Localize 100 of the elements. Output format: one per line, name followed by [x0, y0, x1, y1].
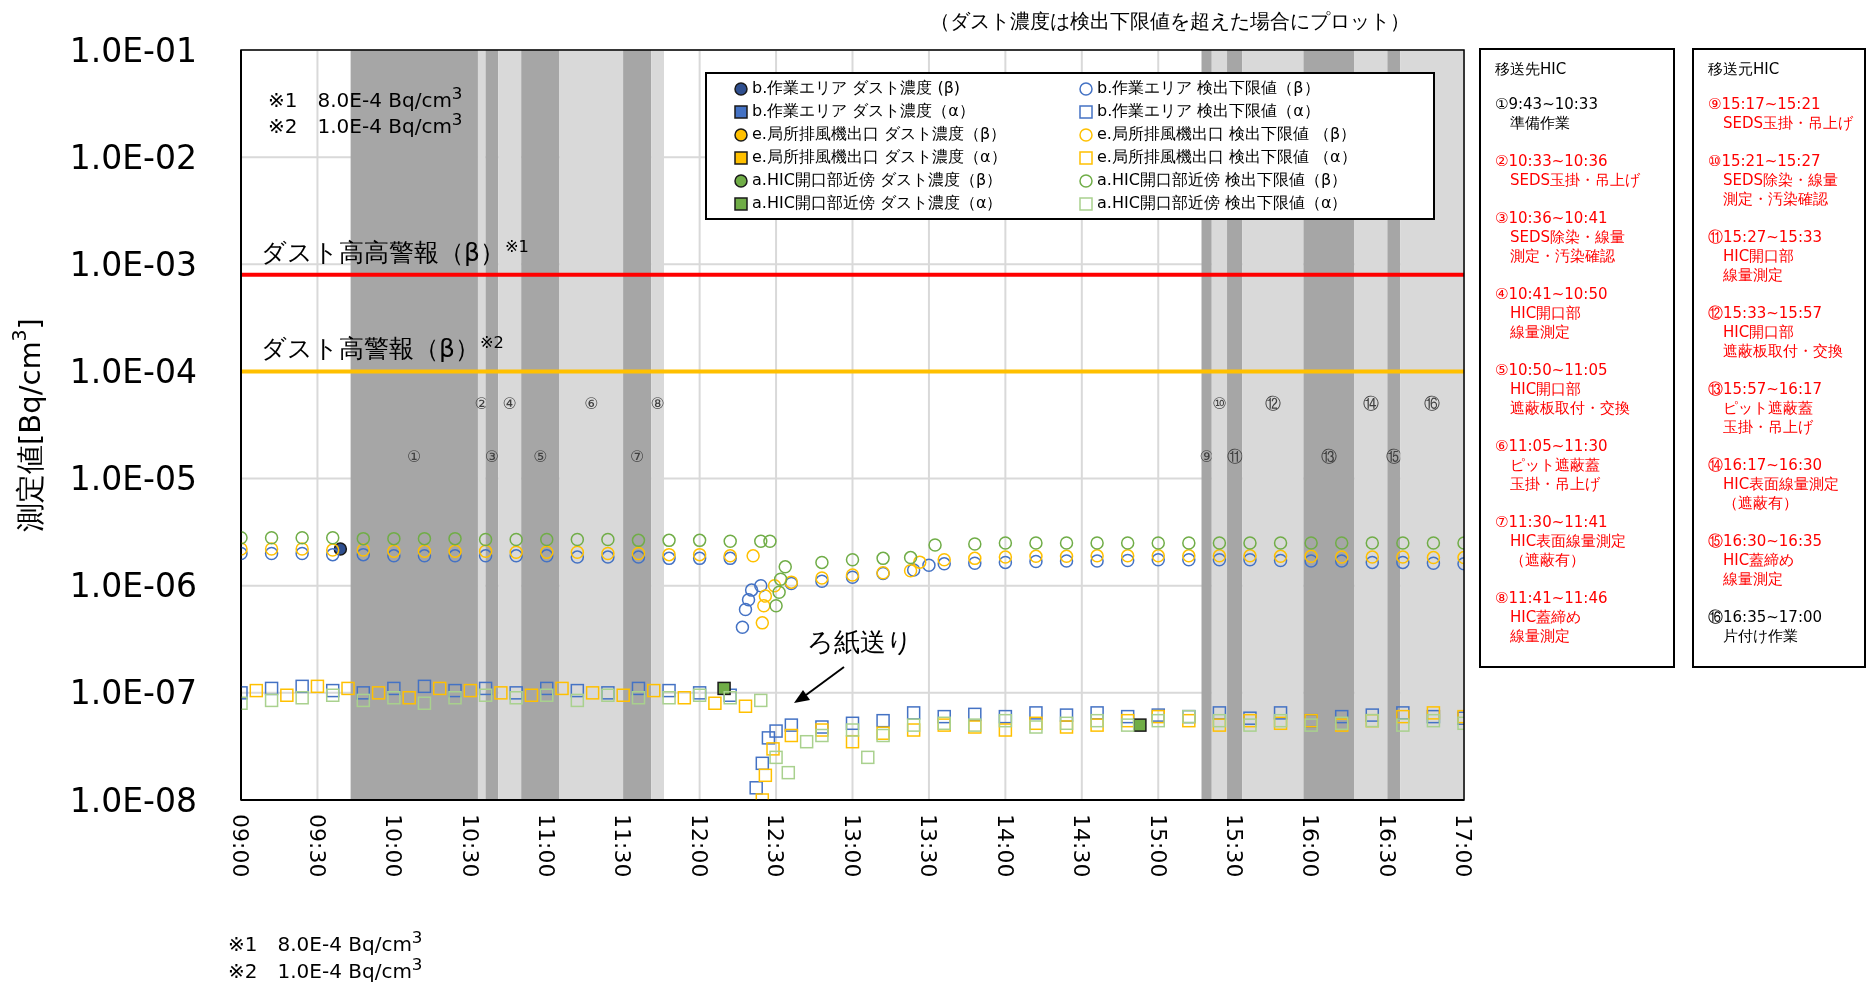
- text: 線量測定: [1509, 323, 1571, 342]
- x-tick-label: 16:00: [1298, 814, 1324, 878]
- y-tick-label: 1.0E-08: [69, 780, 197, 820]
- x-tick-label: 09:30: [304, 814, 330, 878]
- ref-line-label: ダスト高高警報（β）$^{※1}$: [261, 236, 529, 267]
- band-label: ⑫: [1264, 394, 1281, 414]
- band-label: ⑥: [584, 394, 599, 414]
- text: 線量測定: [1509, 627, 1571, 646]
- text: （遮蔽有）: [1509, 551, 1586, 570]
- text: SEDS玉掛・吊上げ: [1509, 171, 1642, 190]
- text: 線量測定: [1722, 266, 1784, 285]
- band-label: ⑦: [630, 447, 645, 466]
- text: 線量測定: [1722, 570, 1784, 589]
- band-label: ⑩: [1212, 394, 1227, 414]
- x-tick-label: 15:00: [1145, 814, 1171, 878]
- text: ⑬15:57~16:17: [1708, 380, 1824, 399]
- text: SEDS除染・線量: [1722, 171, 1840, 190]
- x-tick-label: 14:30: [1069, 814, 1095, 878]
- band-label: ⑤: [533, 447, 548, 466]
- text: 測定・汚染確認: [1509, 247, 1616, 266]
- x-tick-label: 11:00: [534, 814, 560, 878]
- text: ⑨15:17~15:21: [1708, 95, 1822, 114]
- x-tick-label: 12:30: [763, 814, 789, 878]
- x-tick-label: 09:00: [228, 814, 254, 878]
- text: ⑦11:30~11:41: [1495, 513, 1609, 532]
- band-label: ④: [502, 394, 517, 414]
- text: （遮蔽有）: [1722, 494, 1799, 513]
- band-label: ⑮: [1385, 447, 1402, 466]
- legend-label: a.HIC開口部近傍 検出下限値（β）: [1097, 170, 1348, 191]
- x-tick-label: 15:30: [1221, 814, 1247, 878]
- text: ※1 8.0E-4 Bq/cm$^{3}$: [228, 928, 423, 958]
- text: SEDS玉掛・吊上げ: [1722, 114, 1855, 133]
- legend-label: e.局所排風機出口 ダスト濃度（β）: [752, 124, 1007, 145]
- band-label: ③: [484, 447, 500, 466]
- y-tick-label: 1.0E-01: [69, 30, 197, 70]
- text: 移送先HIC: [1495, 60, 1568, 79]
- annotation: ※1 8.0E-4 Bq/cm$^{3}$: [268, 84, 463, 113]
- text: ④10:41~10:50: [1495, 285, 1609, 304]
- text: HIC蓋締め: [1509, 608, 1583, 627]
- x-tick-label: 11:30: [610, 814, 636, 878]
- text: ⑥11:05~11:30: [1495, 437, 1609, 456]
- text: 遮蔽板取付・交換: [1722, 342, 1844, 361]
- y-tick-label: 1.0E-02: [69, 137, 197, 177]
- text: ピット遮蔽蓋: [1509, 456, 1601, 475]
- text: HIC表面線量測定: [1722, 475, 1841, 494]
- y-tick-label: 1.0E-07: [69, 673, 197, 713]
- legend-label: e.局所排風機出口 ダスト濃度（α）: [752, 147, 1007, 168]
- y-tick-label: 1.0E-03: [69, 244, 197, 284]
- text: SEDS除染・線量: [1509, 228, 1627, 247]
- band-label: ⑬: [1320, 447, 1337, 466]
- legend-label: a.HIC開口部近傍 ダスト濃度（β）: [752, 170, 1003, 191]
- text: HIC表面線量測定: [1509, 532, 1628, 551]
- text: 片付け作業: [1722, 627, 1799, 646]
- x-tick-label: 14:00: [992, 814, 1018, 878]
- text: HIC蓋締め: [1722, 551, 1796, 570]
- legend-label: b.作業エリア 検出下限値（β）: [1097, 78, 1320, 99]
- annotation: ろ紙送り: [807, 627, 913, 657]
- text: ⑮16:30~16:35: [1708, 532, 1824, 551]
- y-tick-label: 1.0E-06: [69, 566, 197, 606]
- text: 遮蔽板取付・交換: [1509, 399, 1631, 418]
- text: ③10:36~10:41: [1495, 209, 1609, 228]
- text: ※2 1.0E-4 Bq/cm$^{3}$: [228, 955, 423, 985]
- y-tick-label: 1.0E-04: [69, 351, 197, 391]
- legend-label: b.作業エリア 検出下限値（α）: [1097, 101, 1320, 122]
- legend-label: b.作業エリア ダスト濃度 (β): [752, 78, 961, 99]
- legend-label: a.HIC開口部近傍 検出下限値（α）: [1097, 193, 1348, 214]
- band-label: ⑯: [1424, 394, 1441, 414]
- legend-label: e.局所排風機出口 検出下限値 （β）: [1097, 124, 1357, 145]
- x-tick-label: 13:30: [916, 814, 942, 878]
- text: HIC開口部: [1509, 304, 1583, 323]
- legend-label: a.HIC開口部近傍 ダスト濃度（α）: [752, 193, 1003, 214]
- text: 測定・汚染確認: [1722, 190, 1829, 209]
- text: ⑪15:27~15:33: [1708, 228, 1824, 247]
- band-label: ⑭: [1362, 394, 1379, 414]
- text: 移送元HIC: [1708, 60, 1781, 79]
- text: ⑧11:41~11:46: [1495, 589, 1609, 608]
- legend-label: e.局所排風機出口 検出下限値 （α）: [1097, 147, 1357, 168]
- text: ⑫15:33~15:57: [1708, 304, 1824, 323]
- text: ⑩15:21~15:27: [1708, 152, 1822, 171]
- x-tick-label: 13:00: [839, 814, 865, 878]
- x-tick-label: 17:00: [1451, 814, 1477, 878]
- text: ⑭16:17~16:30: [1708, 456, 1824, 475]
- text: ⑤10:50~11:05: [1495, 361, 1609, 380]
- x-tick-label: 12:00: [686, 814, 712, 878]
- text: HIC開口部: [1722, 323, 1796, 342]
- text: 玉掛・吊上げ: [1509, 475, 1601, 494]
- band-label: ⑪: [1226, 447, 1243, 466]
- text: ピット遮蔽蓋: [1722, 399, 1814, 418]
- text: ②10:33~10:36: [1495, 152, 1609, 171]
- text: 玉掛・吊上げ: [1722, 418, 1814, 437]
- band-label: ⑧: [650, 394, 665, 414]
- band-label: ①: [407, 447, 422, 466]
- y-tick-label: 1.0E-05: [69, 459, 197, 499]
- annotation: ※2 1.0E-4 Bq/cm$^{3}$: [268, 110, 463, 140]
- text: ①9:43~10:33: [1495, 95, 1599, 114]
- text: HIC開口部: [1722, 247, 1796, 266]
- text: （ダスト濃度は検出下限値を超えた場合にプロット）: [930, 8, 1410, 35]
- text: HIC開口部: [1509, 380, 1583, 399]
- x-tick-label: 10:30: [457, 814, 483, 878]
- x-tick-label: 10:00: [381, 814, 407, 878]
